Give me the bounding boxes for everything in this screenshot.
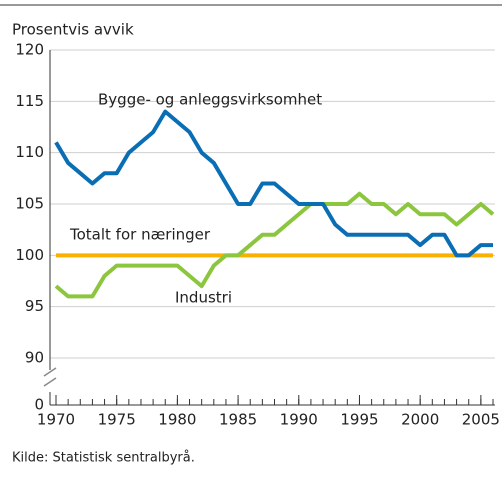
y-tick-label: 95 (25, 297, 44, 315)
x-tick-label: 1970 (37, 411, 75, 429)
line-series (54, 191, 495, 299)
x-tick-label: 1995 (340, 411, 378, 429)
x-tick-label: 2005 (462, 411, 500, 429)
series-label: Totalt for næringer (69, 226, 211, 244)
x-tick-label: 1980 (158, 411, 196, 429)
y-tick-label: 105 (15, 195, 44, 213)
y-tick-label: 100 (15, 246, 44, 264)
axis-break (43, 377, 57, 387)
y-axis-label: Prosentvis avvik (12, 21, 134, 39)
source: Kilde: Statistisk sentralbyrå. (12, 451, 195, 466)
y-tick-label: 90 (25, 349, 44, 367)
line-series (54, 109, 493, 258)
x-tick-label: 1990 (280, 411, 318, 429)
axis-break (43, 367, 57, 377)
y-tick-label: 120 (15, 41, 44, 59)
x-tick-label: 1985 (219, 411, 257, 429)
x-tick-label: 1975 (98, 411, 136, 429)
series-label: Bygge- og anleggsvirksomhet (98, 91, 322, 109)
series-label: Industri (175, 289, 232, 307)
y-tick-label: 110 (15, 143, 44, 161)
y-tick-label: 115 (15, 92, 44, 110)
y-tick-label: 0 (34, 396, 44, 414)
x-tick-label: 2000 (401, 411, 439, 429)
